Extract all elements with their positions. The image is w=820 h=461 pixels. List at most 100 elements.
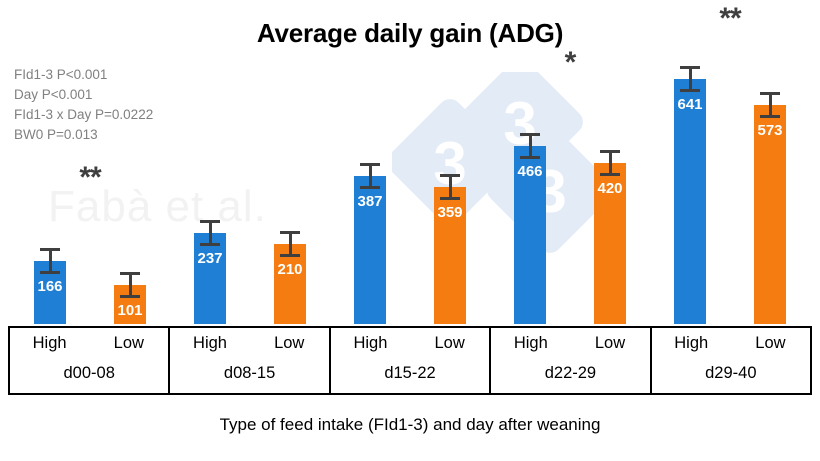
- error-bar-cap-bottom: [200, 243, 220, 247]
- axis-level-label-low: Low: [755, 334, 786, 352]
- axis-level-label-high: High: [674, 334, 709, 352]
- error-bar-stem: [209, 220, 212, 247]
- error-bar: [354, 163, 386, 190]
- error-bar-cap-bottom: [40, 270, 60, 274]
- error-bar-stem: [289, 230, 292, 257]
- error-bar-cap-bottom: [520, 155, 540, 159]
- error-bar-stem: [129, 272, 132, 299]
- bar-value-label: 101: [117, 302, 143, 320]
- error-bar-cap-top: [360, 163, 380, 167]
- plot-area: 166 101 ** 237 210 387 359 466 420 * 641 573 **: [10, 0, 810, 326]
- bar-slot: 237: [170, 0, 250, 326]
- bar-low-d08-15[interactable]: 210: [274, 243, 306, 324]
- error-bar-cap-bottom: [440, 196, 460, 200]
- bar-high-d00-08[interactable]: 166: [34, 260, 66, 324]
- bar-slot: 573: [730, 0, 810, 326]
- axis-level-label-high: High: [32, 334, 67, 352]
- error-bar-stem: [369, 163, 372, 190]
- bar-slot: 101: [90, 0, 170, 326]
- error-bar-stem: [529, 132, 532, 159]
- statistics-annotation: FId1-3 P<0.001 Day P<0.001 FId1-3 x Day …: [14, 65, 153, 145]
- bar-value-label: 359: [437, 203, 463, 221]
- annotation-line: FId1-3 x Day P=0.0222: [14, 107, 154, 122]
- bar-slot: 466: [490, 0, 570, 326]
- x-axis-label: Type of feed intake (FId1-3) and day aft…: [219, 415, 601, 434]
- error-bar-cap-top: [440, 173, 460, 177]
- axis-group-d22-29: High Low d22-29: [491, 328, 652, 393]
- axis-period-label: d29-40: [705, 364, 757, 382]
- bar-low-d22-29[interactable]: 420: [594, 163, 626, 324]
- significance-marker-d22-29: *: [564, 45, 577, 79]
- bar-low-d15-22[interactable]: 359: [434, 186, 466, 324]
- bar-value-label: 641: [677, 96, 703, 114]
- axis-level-label-low: Low: [594, 334, 626, 352]
- bar-value-label: 420: [597, 180, 623, 198]
- axis-level-row: High Low: [331, 334, 489, 353]
- axis-level-row: High Low: [170, 334, 328, 353]
- bar-low-d29-40[interactable]: 573: [754, 105, 786, 324]
- axis-period-label: d00-08: [63, 364, 115, 382]
- bar-slot: 166: [10, 0, 90, 326]
- axis-level-row: High Low: [652, 334, 810, 353]
- error-bar-cap-bottom: [360, 186, 380, 190]
- bar-value-label: 210: [277, 260, 303, 278]
- error-bar-stem: [689, 66, 692, 93]
- significance-marker-d00-08: **: [79, 160, 101, 194]
- bar-high-d15-22[interactable]: 387: [354, 176, 386, 324]
- error-bar: [434, 173, 466, 200]
- error-bar: [594, 150, 626, 177]
- bar-value-label: 166: [37, 277, 63, 295]
- annotation-line: Day P<0.001: [14, 87, 93, 102]
- axis-period-label: d08-15: [223, 364, 276, 382]
- bar-value-label: 573: [757, 122, 783, 139]
- bar-slot: 641: [650, 0, 730, 326]
- axis-period-label: d15-22: [384, 364, 436, 382]
- error-bar: [274, 230, 306, 257]
- error-bar-cap-bottom: [280, 253, 300, 257]
- error-bar: [194, 220, 226, 247]
- axis-level-label-low: Low: [434, 334, 465, 352]
- axis-period-label: d22-29: [544, 364, 597, 382]
- x-axis-table: High Low d00-08 High Low d08-15 High Low d15-22 H…: [8, 326, 812, 395]
- bar-slot: 359: [410, 0, 490, 326]
- axis-group-d00-08: High Low d00-08: [10, 328, 171, 393]
- axis-level-label-high: High: [353, 334, 388, 352]
- error-bar-cap-bottom: [120, 295, 140, 299]
- error-bar-cap-top: [680, 66, 700, 70]
- bar-slot: 420: [570, 0, 650, 326]
- axis-group-d15-22: High Low d15-22: [331, 328, 492, 393]
- error-bar-cap-top: [520, 132, 540, 136]
- bar-high-d22-29[interactable]: 466: [514, 145, 546, 324]
- error-bar-cap-bottom: [760, 115, 780, 118]
- error-bar-cap-top: [280, 230, 300, 234]
- bar-high-d08-15[interactable]: 237: [194, 233, 226, 324]
- error-bar: [754, 92, 786, 118]
- error-bar-cap-top: [600, 150, 620, 154]
- bar-value-label: 466: [517, 162, 543, 180]
- bar-slot: 387: [330, 0, 410, 326]
- bar-value-label: 387: [357, 193, 383, 211]
- error-bar: [674, 66, 706, 93]
- axis-level-label-low: Low: [274, 334, 305, 352]
- significance-marker-d29-40: **: [719, 2, 741, 35]
- error-bar: [114, 272, 146, 299]
- axis-group-d08-15: High Low d08-15: [170, 328, 331, 393]
- error-bar-cap-top: [40, 247, 60, 251]
- error-bar-stem: [609, 150, 612, 177]
- bar-value-label: 237: [197, 250, 223, 268]
- error-bar-cap-top: [200, 220, 220, 224]
- error-bar-cap-bottom: [600, 173, 620, 177]
- axis-group-d29-40: High Low d29-40: [652, 328, 810, 393]
- annotation-line: FId1-3 P<0.001: [14, 67, 108, 82]
- error-bar-cap-bottom: [680, 89, 700, 93]
- axis-level-label-high: High: [513, 334, 548, 352]
- annotation-line: BW0 P=0.013: [14, 127, 98, 142]
- axis-level-row: High Low: [491, 334, 649, 353]
- error-bar: [34, 247, 66, 274]
- error-bar-stem: [49, 247, 52, 274]
- error-bar-stem: [449, 173, 452, 200]
- bar-high-d29-40[interactable]: 641: [674, 79, 706, 324]
- axis-level-label-low: Low: [113, 334, 144, 352]
- error-bar-cap-top: [120, 272, 140, 276]
- axis-level-label-high: High: [193, 334, 227, 352]
